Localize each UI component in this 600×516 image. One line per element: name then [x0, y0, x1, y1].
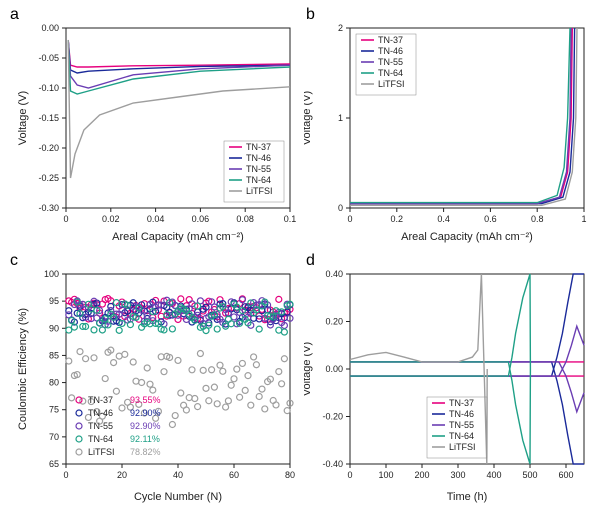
svg-text:80: 80 [49, 378, 59, 388]
svg-text:1: 1 [338, 113, 343, 123]
svg-text:0.40: 0.40 [325, 269, 343, 279]
svg-text:0.4: 0.4 [437, 214, 450, 224]
svg-text:TN-64: TN-64 [378, 68, 403, 78]
svg-text:65: 65 [49, 459, 59, 469]
panel-a: a 00.020.040.060.080.1-0.30-0.25-0.20-0.… [8, 10, 300, 248]
svg-text:TN-64: TN-64 [246, 175, 271, 185]
svg-text:80: 80 [285, 470, 295, 480]
svg-text:0.06: 0.06 [192, 214, 210, 224]
svg-text:Coulombic Efficiency (%): Coulombic Efficiency (%) [17, 308, 29, 430]
svg-text:20: 20 [117, 470, 127, 480]
svg-text:-0.40: -0.40 [322, 459, 343, 469]
svg-text:90: 90 [49, 323, 59, 333]
svg-text:95: 95 [49, 296, 59, 306]
svg-text:78.82%: 78.82% [130, 447, 161, 457]
svg-text:-0.15: -0.15 [38, 113, 59, 123]
svg-text:TN-46: TN-46 [378, 46, 403, 56]
panel-d-label: d [306, 252, 315, 270]
svg-text:0.6: 0.6 [484, 214, 497, 224]
svg-text:92.11%: 92.11% [130, 434, 160, 444]
svg-text:100: 100 [44, 269, 59, 279]
svg-text:0.1: 0.1 [284, 214, 297, 224]
svg-text:70: 70 [49, 432, 59, 442]
svg-text:TN-37: TN-37 [246, 142, 271, 152]
svg-text:0: 0 [63, 470, 68, 480]
svg-text:-0.25: -0.25 [38, 173, 59, 183]
svg-text:Voltage (V): Voltage (V) [304, 91, 313, 145]
svg-text:92.90%: 92.90% [130, 421, 161, 431]
svg-text:600: 600 [558, 470, 573, 480]
svg-text:0: 0 [347, 214, 352, 224]
svg-text:0: 0 [338, 203, 343, 213]
svg-text:0.2: 0.2 [391, 214, 404, 224]
svg-text:100: 100 [378, 470, 393, 480]
panel-c-svg: 0 20 40 60 80 65 70 75 80 85 90 95 100 Cycle Number (… [8, 256, 300, 508]
svg-text:TN-46: TN-46 [246, 153, 271, 163]
panel-a-label: a [10, 6, 19, 24]
svg-text:TN-37: TN-37 [88, 395, 113, 405]
svg-text:0.00: 0.00 [41, 23, 59, 33]
svg-text:0.00: 0.00 [325, 364, 343, 374]
svg-text:TN-37: TN-37 [449, 398, 474, 408]
svg-text:LiTFSI: LiTFSI [88, 447, 115, 457]
svg-text:2: 2 [338, 23, 343, 33]
svg-text:0: 0 [63, 214, 68, 224]
svg-text:75: 75 [49, 405, 59, 415]
svg-text:Cycle Number (N): Cycle Number (N) [134, 491, 222, 503]
svg-text:-0.10: -0.10 [38, 83, 59, 93]
svg-text:TN-37: TN-37 [378, 35, 403, 45]
svg-text:60: 60 [229, 470, 239, 480]
svg-text:93.55%: 93.55% [130, 395, 161, 405]
svg-text:TN-46: TN-46 [449, 409, 474, 419]
svg-text:Voltage (V): Voltage (V) [304, 342, 313, 396]
svg-text:TN-64: TN-64 [449, 431, 474, 441]
svg-text:0.02: 0.02 [102, 214, 120, 224]
svg-text:500: 500 [522, 470, 537, 480]
svg-text:TN-55: TN-55 [88, 421, 113, 431]
svg-text:Areal Capacity (mAh cm⁻²): Areal Capacity (mAh cm⁻²) [401, 231, 533, 243]
panel-b-label: b [306, 6, 315, 24]
panel-b-svg: 0 0.2 0.4 0.6 0.8 1 0 1 2 Areal Capacity (mAh cm⁻… [304, 10, 596, 248]
svg-text:0.04: 0.04 [147, 214, 165, 224]
svg-text:0.20: 0.20 [325, 317, 343, 327]
svg-text:LiTFSI: LiTFSI [246, 186, 273, 196]
panel-d-svg: 0 100 200 300 400 500 600 -0.40 -0.20 0.00 0.20 0.4… [304, 256, 596, 508]
svg-text:-0.30: -0.30 [38, 203, 59, 213]
svg-text:LiTFSI: LiTFSI [378, 79, 405, 89]
svg-text:300: 300 [450, 470, 465, 480]
svg-text:-0.05: -0.05 [38, 53, 59, 63]
svg-text:0: 0 [347, 470, 352, 480]
svg-text:1: 1 [581, 214, 586, 224]
svg-text:TN-64: TN-64 [88, 434, 113, 444]
svg-text:200: 200 [414, 470, 429, 480]
svg-text:Voltage (V): Voltage (V) [17, 91, 29, 145]
panel-c-label: c [10, 252, 18, 270]
svg-text:Areal Capacity (mAh cm⁻²): Areal Capacity (mAh cm⁻²) [112, 231, 244, 243]
svg-text:0.08: 0.08 [236, 214, 254, 224]
svg-text:TN-55: TN-55 [449, 420, 474, 430]
svg-text:TN-55: TN-55 [246, 164, 271, 174]
svg-text:400: 400 [486, 470, 501, 480]
svg-text:92.90%: 92.90% [130, 408, 161, 418]
svg-text:TN-55: TN-55 [378, 57, 403, 67]
svg-text:TN-46: TN-46 [88, 408, 113, 418]
panel-b: b 00.20.40.60.81012Areal Capacity (mAh c… [304, 10, 596, 248]
panel-c: c 02040608065707580859095100Cycle Number… [8, 256, 300, 508]
svg-text:LiTFSI: LiTFSI [449, 442, 476, 452]
svg-text:85: 85 [49, 350, 59, 360]
panel-a-svg: 0 0.02 0.04 0.06 0.08 0.1 -0.30 -0.25 -0.20 -0.15… [8, 10, 300, 248]
panel-d: d 0100200300400500600-0.40-0.200.000.200… [304, 256, 596, 508]
svg-text:0.8: 0.8 [531, 214, 544, 224]
svg-text:40: 40 [173, 470, 183, 480]
svg-text:Time (h): Time (h) [447, 491, 488, 503]
svg-text:-0.20: -0.20 [322, 412, 343, 422]
svg-text:-0.20: -0.20 [38, 143, 59, 153]
